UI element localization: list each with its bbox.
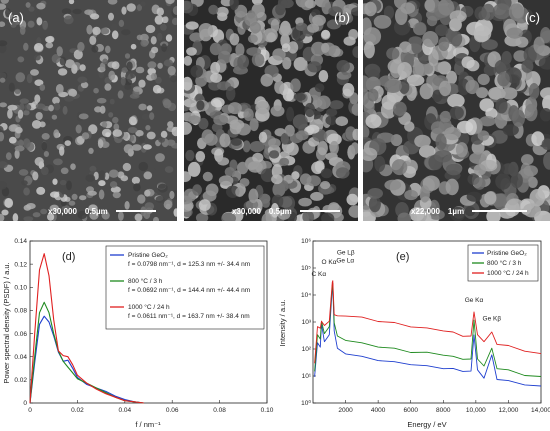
x-axis-label: Energy / eV — [407, 420, 446, 429]
x-tick-label: 0.08 — [213, 407, 226, 414]
y-tick-label: 10⁶ — [301, 238, 311, 245]
edx-spectrum-chart: Intensity / a.u. Energy / eV (e) 2000 400… — [278, 238, 550, 429]
y-tick-label: 10⁵ — [301, 265, 311, 272]
y-tick-label: 0.04 — [14, 354, 27, 361]
scale-length-b: 0.5µm — [268, 206, 292, 216]
x-tick-label: 14,000 — [531, 407, 550, 414]
y-tick-label: 0.06 — [14, 331, 27, 338]
panel-letter-d: (d) — [62, 251, 75, 263]
legend-label-1: Pristine GeO₂ — [487, 250, 527, 257]
legend-box — [105, 245, 265, 330]
legend-detail-1: f = 0.0798 nm⁻¹, d = 125.3 nm +/- 34.4 n… — [128, 261, 250, 268]
scale-bar-c: x22,000 1µm — [411, 205, 544, 217]
sem-image-c: (c) x22,000 1µm — [363, 0, 550, 221]
plot-area-frame — [29, 240, 268, 404]
spectrum-line-2 — [314, 282, 542, 377]
peak-label-2: O Kα — [322, 259, 337, 266]
scale-length-c: 1µm — [447, 206, 465, 216]
legend-label-3: 1000 °C / 24 h — [487, 269, 529, 277]
scale-bar-line-a — [115, 210, 156, 212]
scale-bar-line-c — [472, 210, 528, 212]
y-tick-label: 10¹ — [302, 373, 312, 380]
panel-letter-e: (e) — [396, 251, 409, 263]
series-line-3 — [29, 253, 144, 404]
sem-texture-c — [363, 0, 550, 221]
magnification-c: x22,000 — [411, 206, 440, 216]
series-line-1 — [29, 315, 144, 404]
y-axis-label: Intensity / a.u. — [278, 300, 287, 347]
scale-length-a: 0.5µm — [84, 206, 108, 216]
x-tick-label: 12,000 — [498, 407, 518, 414]
x-tick-label: 2000 — [338, 407, 353, 414]
peak-label-5: Ge Kα — [465, 297, 484, 304]
sem-texture-a — [0, 0, 177, 221]
legend-detail-3: f = 0.0611 nm⁻¹, d = 163.7 nm +/- 38.4 n… — [128, 313, 250, 320]
panel-letter-b: (b) — [334, 10, 350, 25]
y-tick-label: 10⁴ — [301, 292, 311, 299]
x-tick-label: 0.06 — [166, 407, 179, 414]
y-tick-label: 0.10 — [14, 284, 27, 291]
scale-bar-a: x30,000 0.5µm — [48, 205, 171, 217]
y-tick-label: 10² — [302, 346, 312, 353]
peak-label-4: Ge Lα — [336, 258, 354, 265]
y-tick-label: 0.14 — [14, 238, 27, 245]
peak-label-3: Ge Lβ — [337, 250, 355, 257]
magnification-a: x30,000 — [48, 206, 77, 216]
y-tick-label: 0 — [23, 400, 27, 407]
legend-label-2: 800 °C / 3 h — [487, 259, 522, 267]
spectrum-line-1 — [314, 285, 542, 387]
scale-bar-line-b — [299, 210, 340, 212]
x-axis-label: f / nm⁻¹ — [135, 420, 161, 429]
scale-bar-b: x30,000 0.5µm — [232, 205, 352, 217]
psdf-chart: Power spectral density (PSDF) / a.u. f /… — [2, 238, 274, 429]
y-tick-label: 10⁰ — [301, 399, 311, 407]
magnification-b: x30,000 — [232, 206, 261, 216]
legend-label-1: Pristine GeO₂ — [128, 252, 168, 259]
x-tick-label: 4000 — [371, 407, 386, 414]
x-tick-label: 0.10 — [261, 407, 274, 414]
y-tick-label: 0.02 — [14, 377, 27, 384]
x-tick-label: 8000 — [436, 407, 451, 414]
x-tick-label: 6000 — [403, 407, 418, 414]
legend-detail-2: f = 0.0692 nm⁻¹, d = 144.4 nm +/- 44.4 n… — [128, 287, 250, 294]
y-axis-label: Power spectral density (PSDF) / a.u. — [2, 262, 11, 383]
panel-letter-c: (c) — [524, 10, 540, 25]
x-tick-label: 0.02 — [71, 407, 84, 414]
spectrum-line-3 — [314, 280, 542, 364]
panel-letter-a: (a) — [8, 10, 24, 25]
peak-label-1: C Kα — [312, 271, 327, 278]
legend-label-3: 1000 °C / 24 h — [128, 303, 170, 311]
sem-image-b: (b) x30,000 0.5µm — [184, 0, 358, 221]
y-tick-label: 0.08 — [14, 308, 27, 315]
y-tick-label: 0.12 — [14, 261, 27, 268]
sem-texture-b — [184, 0, 358, 221]
legend-label-2: 800 °C / 3 h — [128, 277, 163, 285]
x-tick-label: 0.04 — [118, 407, 131, 414]
x-tick-label: 0 — [28, 407, 32, 414]
y-tick-label: 10³ — [302, 319, 312, 326]
x-tick-label: 10,000 — [466, 407, 486, 414]
peak-label-6: Ge Kβ — [483, 316, 502, 323]
sem-image-a: (a) x30,000 0.5µm — [0, 0, 177, 221]
